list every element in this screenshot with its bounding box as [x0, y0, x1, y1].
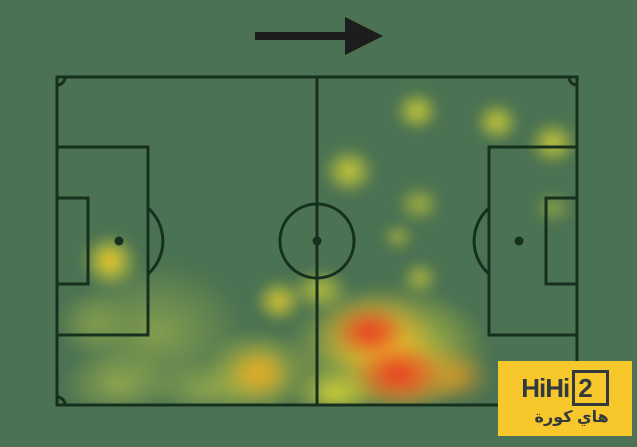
logo-tagline-arabic: هاي كورة: [534, 409, 609, 427]
attack-direction-arrow-icon: [255, 17, 383, 55]
heatmap-blobs: [57, 77, 577, 405]
heatmap-layer: [57, 77, 577, 405]
logo-number-box: 2: [572, 370, 609, 407]
logo-inner: HiHi 2 هاي كورة: [521, 370, 609, 427]
hihi2-logo: HiHi 2 هاي كورة: [498, 361, 632, 436]
logo-brand-text: HiHi: [521, 373, 570, 404]
logo-wordmark: HiHi 2: [521, 370, 609, 407]
logo-number: 2: [578, 373, 593, 404]
